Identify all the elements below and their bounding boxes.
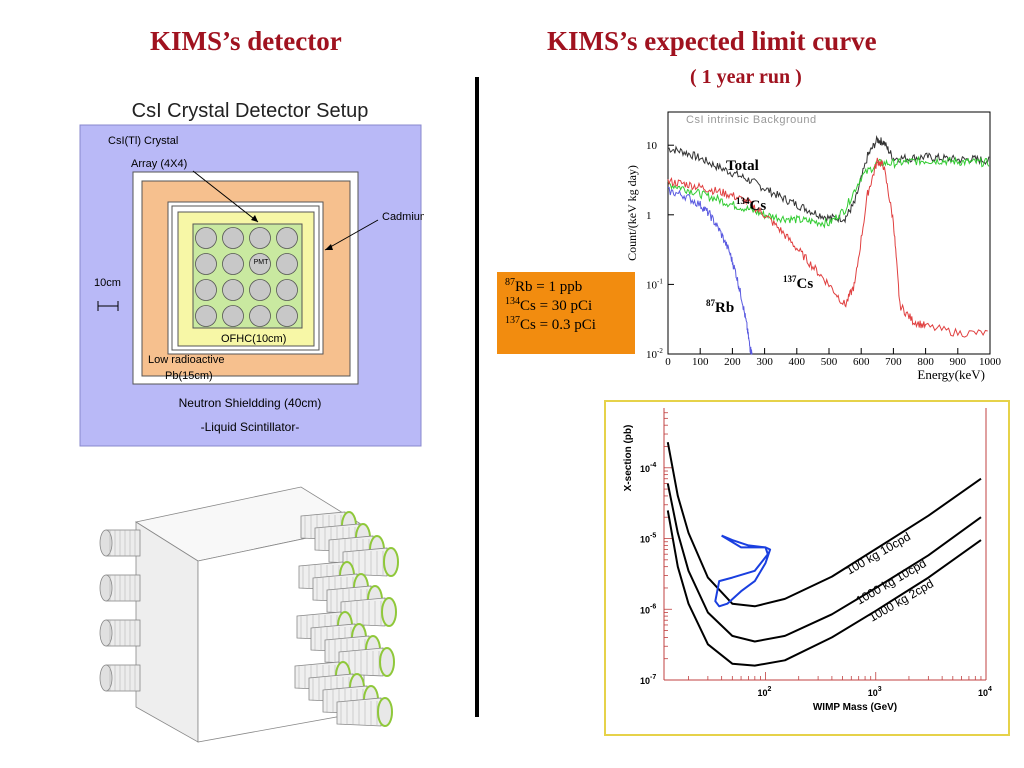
crystal-cell xyxy=(195,279,217,301)
spectrum-series-87rb xyxy=(668,187,753,356)
limit-y-tick-label: 10-7 xyxy=(640,674,656,686)
limit-y-tick-label: 10-5 xyxy=(640,533,656,545)
detector-setup-diagram: CsI Crystal Detector Setup PMT OFHC(10cm… xyxy=(78,92,424,449)
dama-region-contour xyxy=(714,534,772,608)
spectrum-x-axis-label: Energy(keV) xyxy=(917,367,985,382)
spectrum-series-total xyxy=(667,134,990,224)
crystal-cell xyxy=(222,227,244,249)
limit-curve xyxy=(666,483,982,643)
spectrum-series-134cs xyxy=(667,155,990,229)
crystal-cell xyxy=(276,253,298,275)
ofhc-label: OFHC(10cm) xyxy=(221,333,286,345)
spectrum-x-tick-label: 400 xyxy=(789,356,806,368)
isotope-levels-box: 87Rb = 1 ppb 134Cs = 30 pCi 137Cs = 0.3 … xyxy=(497,272,635,354)
neutron-label: Neutron Shieldding (40cm) xyxy=(179,396,322,410)
pmt-face xyxy=(383,547,399,577)
crystal-label: CsI(Tl) Crystal xyxy=(108,135,178,147)
pmt-tube xyxy=(99,529,141,557)
right-pmt-group xyxy=(294,511,399,727)
spectrum-series-137cs xyxy=(667,157,988,338)
limit-x-tick-label: 103 xyxy=(868,686,882,698)
limit-y-axis-label: X-section (pb) xyxy=(623,425,634,492)
crystal-cells xyxy=(195,227,298,327)
wimp-limit-chart: 102 103 104 10-4 10-5 10-6 10-7 WIMP Mass (GeV)… xyxy=(604,400,1010,736)
limit-curve xyxy=(666,442,982,608)
spectrum-y-tick-label: 10 xyxy=(646,140,658,152)
right-subtitle: ( 1 year run ) xyxy=(690,66,802,88)
spectrum-frame xyxy=(667,111,991,355)
spectrum-annotation: Total xyxy=(726,158,759,174)
pmt-tube xyxy=(336,697,393,727)
spectrum-x-tick-label: 700 xyxy=(885,356,902,368)
isotope-cs134-line: 134Cs = 30 pCi xyxy=(505,296,593,315)
crystal-cell xyxy=(222,305,244,327)
detector-3d-illustration xyxy=(99,486,399,743)
limit-y-tick-label: 10-4 xyxy=(640,462,656,474)
crystal-cell xyxy=(222,279,244,301)
spectrum-y-tick-label: 10-2 xyxy=(646,347,663,361)
limit-chart-border xyxy=(604,400,1010,736)
limit-curve xyxy=(666,510,982,667)
crystal-cell xyxy=(249,279,271,301)
crystal-cell xyxy=(249,253,271,275)
spectrum-x-tick-label: 0 xyxy=(665,356,671,368)
spectrum-y-tick-label: 1 xyxy=(646,210,652,222)
left-pmt-group xyxy=(99,529,141,692)
spectrum-annotation: 137Cs xyxy=(783,274,813,292)
pmt-face xyxy=(379,647,395,677)
spectrum-x-tick-label: 100 xyxy=(692,356,709,368)
crystal-cell xyxy=(276,227,298,249)
scale-label: 10cm xyxy=(94,277,121,289)
limit-x-axis-label: WIMP Mass (GeV) xyxy=(813,702,897,713)
spectrum-x-tick-label: 200 xyxy=(724,356,741,368)
setup-heading: CsI Crystal Detector Setup xyxy=(132,100,369,122)
isotope-rb-line: 87Rb = 1 ppb xyxy=(505,277,583,296)
background-spectrum-chart: CsI intrinsic Background 0 100 200 300 400 500… xyxy=(625,111,1002,382)
pmt-tube xyxy=(99,619,141,647)
crystal-cell xyxy=(276,305,298,327)
crystal-cell xyxy=(249,227,271,249)
pb-label-line2: Pb(15cm) xyxy=(165,370,213,382)
isotope-cs137-line: 137Cs = 0.3 pCi xyxy=(505,315,596,334)
array-left-face xyxy=(135,521,199,743)
cadmium-label: Cadmium xyxy=(382,211,424,223)
spectrum-x-tick-label: 800 xyxy=(917,356,934,368)
cadmium-pointer xyxy=(324,219,379,251)
crystal-cell xyxy=(195,305,217,327)
spectrum-x-tick-label: 1000 xyxy=(979,356,1002,368)
spectrum-annotation: 87Rb xyxy=(706,298,734,316)
spectrum-x-tick-label: 500 xyxy=(821,356,838,368)
scintillator-label: -Liquid Scintillator- xyxy=(201,420,300,434)
array-label: Array (4X4) xyxy=(131,158,187,170)
pb-label-line1: Low radioactive xyxy=(148,354,224,366)
limit-x-tick-label: 102 xyxy=(758,686,772,698)
pmt-tube xyxy=(99,574,141,602)
spectrum-x-tick-label: 300 xyxy=(756,356,773,368)
crystal-cell xyxy=(249,305,271,327)
spectrum-x-tick-label: 600 xyxy=(853,356,870,368)
pmt-face xyxy=(381,597,397,627)
spectrum-x-tick-label: 900 xyxy=(950,356,967,368)
spectrum-annotation: 134Cs xyxy=(736,196,766,214)
pmt-face xyxy=(377,697,393,727)
crystal-cell xyxy=(222,253,244,275)
pmt-tube xyxy=(99,664,141,692)
crystal-cell xyxy=(276,279,298,301)
pmt-label: PMT xyxy=(254,259,270,266)
spectrum-y-axis-label: Count/(keV kg day) xyxy=(625,165,639,261)
limit-x-tick-label: 104 xyxy=(978,686,992,698)
limit-y-tick-label: 10-6 xyxy=(640,603,656,615)
spectrum-y-tick-label: 10-1 xyxy=(646,277,663,291)
right-title: KIMS’s expected limit curve xyxy=(547,26,877,56)
array-pointer xyxy=(192,170,259,223)
spectrum-title: CsI intrinsic Background xyxy=(686,114,817,126)
crystal-cell xyxy=(195,253,217,275)
crystal-cell xyxy=(195,227,217,249)
left-title: KIMS’s detector xyxy=(150,26,342,56)
vertical-divider xyxy=(475,77,479,717)
